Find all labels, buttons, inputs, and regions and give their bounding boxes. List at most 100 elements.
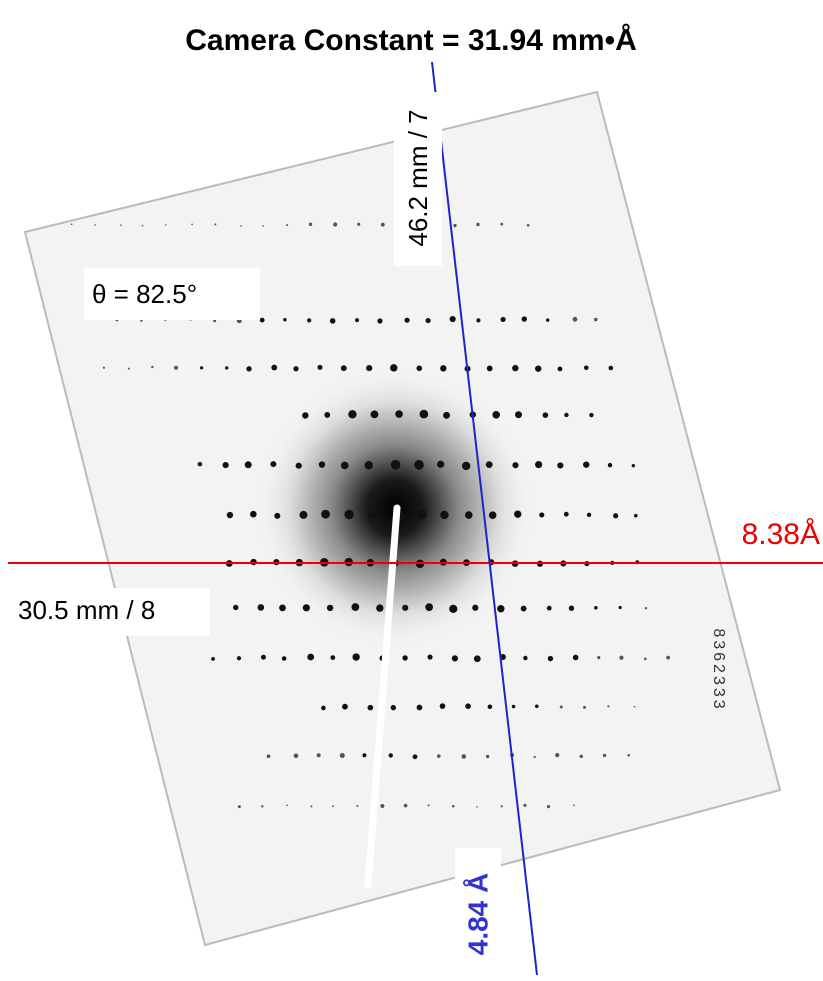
spot: [319, 461, 325, 467]
spot: [569, 606, 574, 611]
spot: [449, 605, 457, 613]
spot: [573, 804, 575, 806]
spot: [634, 514, 638, 518]
spot: [279, 605, 286, 612]
spot: [543, 412, 549, 418]
spot: [357, 223, 360, 226]
spot: [355, 318, 359, 322]
spot: [225, 366, 228, 369]
spot: [558, 367, 563, 372]
spot: [583, 461, 589, 467]
spot: [440, 703, 446, 709]
spot: [402, 655, 407, 660]
spot: [474, 655, 481, 662]
spot: [365, 461, 373, 469]
spot: [425, 603, 433, 611]
spot: [237, 656, 241, 660]
spot: [120, 224, 122, 226]
spot: [321, 706, 326, 711]
spot: [245, 461, 252, 468]
spot: [165, 224, 167, 226]
spot: [453, 224, 456, 227]
spot: [512, 365, 518, 371]
spot: [286, 805, 288, 807]
spot: [489, 511, 497, 519]
spot: [555, 753, 559, 757]
spot: [564, 413, 568, 417]
spot: [573, 655, 579, 661]
spot: [437, 461, 444, 468]
spot: [613, 513, 618, 518]
horizontal-spacing: 8.38Å: [742, 518, 820, 551]
spot: [142, 225, 144, 227]
spot: [512, 705, 516, 709]
spot: [645, 607, 647, 609]
spot: [535, 365, 541, 371]
spot: [261, 805, 263, 807]
spot: [294, 754, 299, 759]
spot: [666, 656, 670, 660]
spot: [535, 704, 539, 708]
spot: [303, 604, 310, 611]
spot: [296, 463, 302, 469]
spot: [486, 461, 493, 468]
spot: [362, 753, 366, 757]
spot: [151, 366, 153, 368]
spot: [309, 223, 312, 226]
spot: [344, 510, 353, 519]
spot: [258, 604, 265, 611]
spot: [310, 805, 312, 807]
spot: [523, 804, 526, 807]
spot: [584, 365, 589, 370]
spot: [452, 655, 458, 661]
spot: [500, 317, 505, 322]
spot: [452, 805, 455, 808]
spot: [522, 316, 527, 321]
spot: [402, 605, 408, 611]
spot: [607, 705, 609, 707]
spot: [238, 805, 241, 808]
vertical-measure: 46.2 mm / 7: [403, 109, 433, 246]
spot: [299, 511, 307, 519]
spot: [200, 366, 203, 369]
spot: [282, 656, 287, 661]
spot: [500, 223, 503, 226]
spot: [128, 368, 130, 370]
spot: [366, 365, 372, 371]
spot: [389, 753, 393, 757]
title: Camera Constant = 31.94 mm•Å: [185, 24, 637, 57]
spot: [267, 754, 271, 758]
spot: [450, 316, 456, 322]
spot: [594, 318, 598, 322]
spot: [191, 224, 193, 226]
spot: [260, 318, 265, 323]
spot: [390, 364, 397, 371]
spot: [381, 223, 385, 227]
spot: [465, 703, 471, 709]
spot: [376, 604, 383, 611]
spot: [539, 512, 544, 517]
spot: [332, 805, 334, 807]
spot: [340, 753, 345, 758]
spot: [333, 222, 337, 226]
spot: [416, 366, 422, 372]
spot: [414, 460, 424, 470]
spot: [341, 462, 349, 470]
spot: [440, 365, 446, 371]
spot: [486, 755, 489, 758]
spot: [351, 603, 359, 611]
spot: [609, 366, 614, 371]
spot: [348, 410, 356, 418]
spot: [368, 511, 376, 519]
spot: [71, 223, 73, 225]
spot: [327, 605, 333, 611]
spot: [307, 654, 314, 661]
spot: [317, 753, 321, 757]
spot: [515, 411, 522, 418]
spot: [211, 657, 215, 661]
angle-label: θ = 82.5°: [92, 279, 197, 309]
spot: [270, 461, 276, 467]
spot: [246, 366, 251, 371]
spot: [293, 366, 298, 371]
spot: [492, 411, 500, 419]
